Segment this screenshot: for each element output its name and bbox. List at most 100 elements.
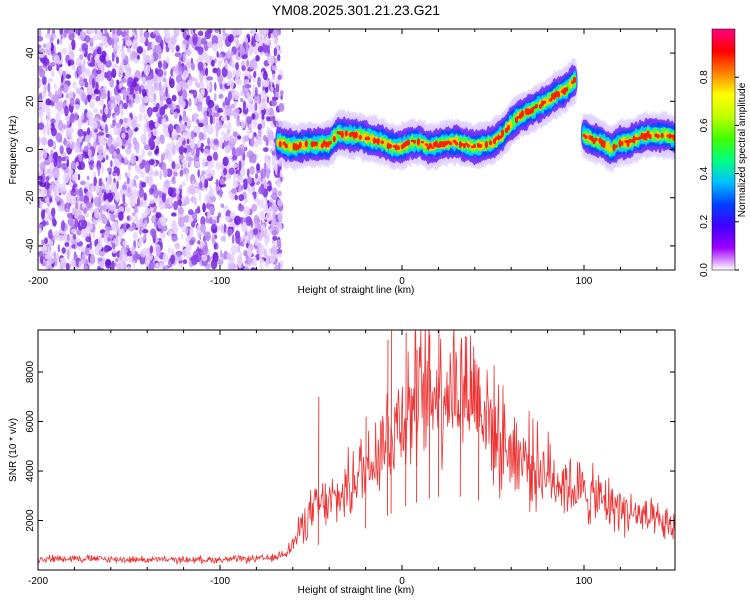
heatmap-noise-cell — [160, 199, 164, 205]
heatmap-ridge-cell — [412, 139, 416, 144]
heatmap-noise-cell — [107, 103, 111, 109]
heatmap-noise-cell — [132, 260, 136, 269]
snr-spike — [437, 330, 440, 497]
heatmap-noise-cell — [227, 33, 234, 43]
heatmap-noise-cell — [55, 132, 63, 143]
heatmap-ridge-cell — [396, 145, 400, 150]
heatmap-noise-cell — [112, 97, 116, 105]
heatmap-noise-cell — [170, 106, 176, 114]
heatmap-noise-cell — [109, 234, 114, 239]
heatmap-noise-cell — [203, 149, 211, 154]
heatmap-noise-cell — [126, 95, 129, 104]
heatmap-noise-cell — [240, 241, 245, 247]
heatmap-noise-cell — [275, 91, 280, 99]
heatmap-ridge-cell — [668, 133, 672, 139]
heatmap-noise-cell — [194, 160, 201, 168]
heatmap-noise-cell — [187, 66, 191, 75]
heatmap-noise-cell — [210, 259, 218, 270]
heatmap-noise-cell — [271, 65, 278, 71]
heatmap-noise-cell — [229, 195, 236, 200]
heatmap-ridge-cell — [500, 129, 505, 138]
heatmap-noise-cell — [181, 103, 184, 113]
snr-spike — [428, 334, 431, 499]
heatmap-ridge-cell — [618, 139, 622, 148]
heatmap-noise-cell — [252, 44, 260, 56]
heatmap-noise-cell — [208, 29, 213, 34]
heatmap-noise-cell — [127, 77, 134, 85]
heatmap-noise-cell — [45, 41, 52, 50]
heatmap-noise-cell — [86, 175, 90, 181]
heatmap-noise-cell — [127, 142, 132, 149]
heatmap-noise-cell — [115, 136, 121, 143]
heatmap-noise-cell — [58, 68, 63, 78]
heatmap-noise-cell — [205, 168, 213, 179]
heatmap-noise-cell — [222, 29, 226, 34]
heatmap-noise-cell — [103, 234, 107, 243]
heatmap-noise-cell — [122, 240, 127, 247]
heatmap-noise-cell — [64, 242, 70, 247]
heatmap-noise-cell — [155, 102, 160, 110]
heatmap-noise-cell — [158, 162, 163, 168]
heatmap-noise-cell — [73, 172, 79, 182]
heatmap-noise-cell — [262, 81, 266, 87]
heatmap-noise-cell — [191, 254, 198, 266]
heatmap-noise-cell — [147, 45, 150, 52]
heatmap-noise-cell — [251, 58, 257, 69]
heatmap-noise-cell — [182, 259, 188, 265]
heatmap-noise-cell — [206, 155, 213, 162]
heatmap-noise-cell — [68, 168, 74, 175]
heatmap-noise-cell — [256, 163, 260, 171]
heatmap-noise-cell — [75, 161, 79, 167]
heatmap-noise-cell — [134, 213, 138, 222]
heatmap-noise-cell — [223, 250, 228, 260]
heatmap-noise-cell — [244, 259, 249, 266]
heatmap-noise-cell — [247, 256, 252, 267]
heatmap-noise-cell — [41, 210, 46, 220]
heatmap-noise-cell — [190, 139, 195, 149]
heatmap-noise-cell — [181, 89, 188, 100]
heatmap-noise-cell — [127, 265, 131, 270]
heatmap-noise-cell — [220, 131, 225, 136]
heatmap-noise-cell — [54, 153, 58, 163]
heatmap-noise-cell — [272, 73, 276, 80]
heatmap-noise-cell — [138, 113, 143, 122]
heatmap-noise-cell — [222, 106, 225, 112]
heatmap-noise-cell — [273, 47, 278, 57]
heatmap-ridge-cell — [388, 143, 392, 149]
heatmap-noise-cell — [80, 180, 86, 186]
heatmap-noise-cell — [41, 76, 47, 86]
heatmap-noise-cell — [238, 194, 245, 202]
heatmap-noise-cell — [223, 223, 227, 233]
heatmap-noise-cell — [243, 250, 248, 257]
heatmap-noise-cell — [247, 229, 255, 240]
heatmap-noise-cell — [101, 163, 104, 174]
heatmap-noise-cell — [91, 78, 95, 89]
heatmap-noise-cell — [104, 123, 109, 134]
heatmap-noise-cell — [267, 31, 271, 39]
heatmap-noise-cell — [69, 112, 75, 123]
heatmap-noise-cell — [153, 93, 157, 102]
snr-ylabel: SNR (10 * v/v) — [8, 418, 19, 482]
heatmap-noise-cell — [43, 84, 47, 94]
heatmap-noise-cell — [154, 67, 159, 75]
heatmap-noise-cell — [238, 148, 246, 156]
heatmap-noise-cell — [249, 137, 255, 147]
heatmap-ridge-cell — [464, 142, 469, 146]
heatmap-noise-cell — [279, 169, 283, 178]
heatmap-noise-cell — [113, 105, 121, 116]
heatmap-noise-cell — [209, 114, 213, 125]
snr-xlabel: Height of straight line (km) — [298, 585, 415, 596]
heatmap-noise-cell — [158, 81, 162, 91]
heatmap-noise-cell — [174, 66, 179, 74]
heatmap-noise-cell — [89, 240, 92, 250]
heatmap-noise-cell — [42, 245, 48, 251]
heatmap-noise-cell — [166, 197, 170, 206]
heatmap-ridge-cell — [530, 107, 535, 114]
heatmap-noise-cell — [259, 231, 265, 238]
snr-xtick-label: 0 — [399, 576, 405, 587]
heatmap-noise-cell — [39, 181, 47, 188]
heatmap-noise-cell — [227, 228, 231, 238]
heatmap-noise-cell — [56, 38, 60, 45]
heatmap-noise-cell — [273, 37, 279, 45]
